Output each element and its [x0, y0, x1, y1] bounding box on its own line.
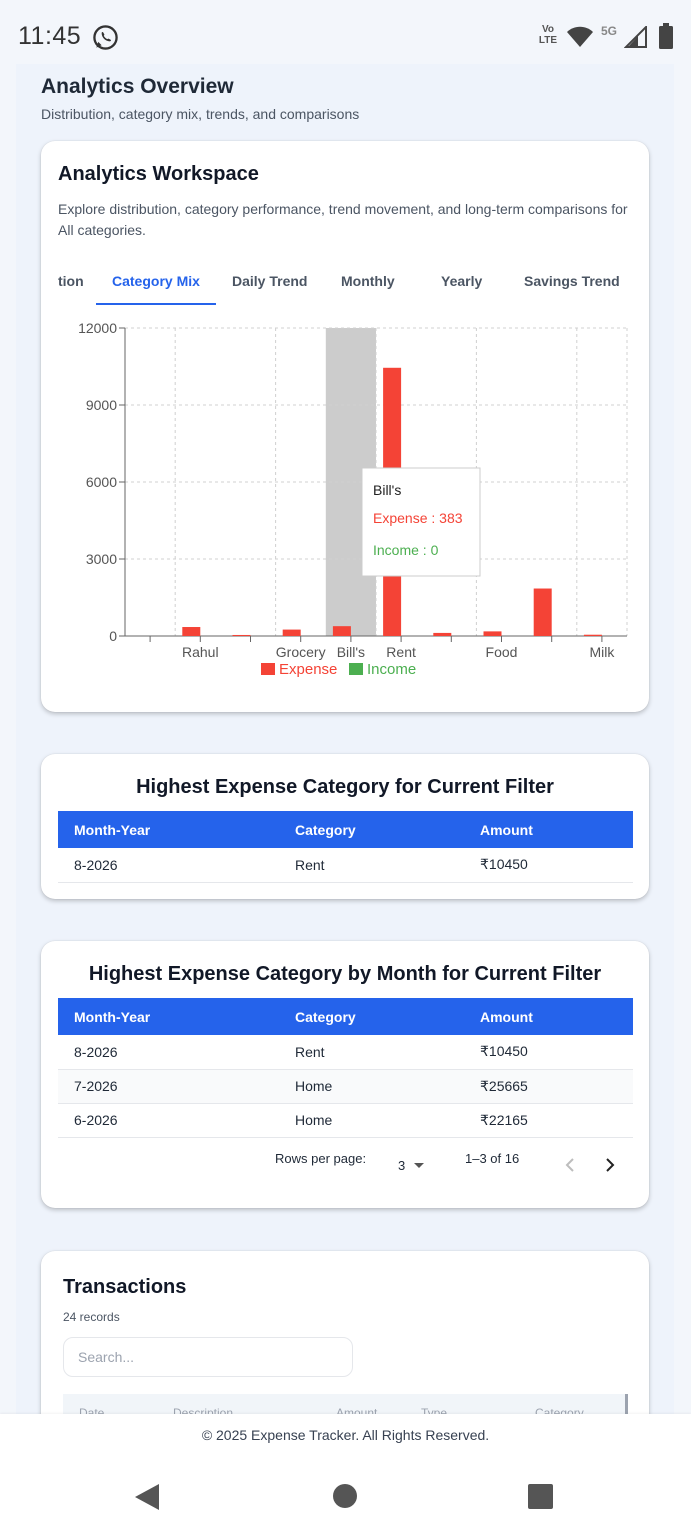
cell-month-year: 8-2026 — [58, 1035, 279, 1070]
rows-per-page-select[interactable]: 3 — [398, 1158, 406, 1173]
column-header-category: Category — [279, 998, 464, 1035]
x-tick-label: Milk — [589, 644, 615, 660]
previous-page-icon[interactable] — [563, 1157, 577, 1173]
highest-expense-card: Highest Expense Category for Current Fil… — [41, 754, 649, 899]
tab-monthly[interactable]: Monthly — [341, 273, 395, 289]
workspace-title: Analytics Workspace — [58, 163, 259, 185]
table-pagination: Rows per page: 3 1–3 of 16 — [58, 1143, 633, 1183]
table-row: 6-2026 Home ₹22165 — [58, 1103, 633, 1138]
search-input[interactable] — [63, 1337, 353, 1377]
home-icon[interactable] — [333, 1484, 357, 1508]
legend-label-income: Income — [367, 661, 416, 678]
column-header-amount: Amount — [464, 998, 633, 1035]
recent-apps-icon[interactable] — [528, 1484, 553, 1509]
highest-by-month-card: Highest Expense Category by Month for Cu… — [41, 941, 649, 1208]
pagination-range: 1–3 of 16 — [465, 1151, 520, 1166]
legend-swatch-income — [349, 663, 363, 675]
wifi-icon — [567, 26, 593, 47]
network-type: 5G — [601, 24, 618, 38]
highest-by-month-title: Highest Expense Category by Month for Cu… — [88, 963, 602, 985]
bar-expense — [433, 632, 452, 636]
cell-month-year: 7-2026 — [58, 1069, 279, 1104]
whatsapp-icon — [93, 25, 118, 50]
footer: © 2025 Expense Tracker. All Rights Reser… — [0, 1414, 691, 1456]
bar-expense — [483, 631, 502, 636]
analytics-tabs: tion Category Mix Daily Trend Monthly Ye… — [41, 261, 649, 305]
y-tick-label: 9000 — [86, 397, 117, 413]
status-time: 11:45 — [18, 22, 82, 50]
cell-amount: ₹25665 — [464, 1069, 633, 1104]
transactions-title: Transactions — [63, 1276, 187, 1298]
cell-category: Home — [279, 1069, 464, 1104]
y-tick-label: 0 — [109, 628, 117, 644]
bar-expense — [182, 627, 201, 636]
tooltip-income: Income : 0 — [373, 542, 439, 558]
volte-indicator: Vo LTE — [538, 24, 558, 46]
dropdown-caret-icon[interactable] — [414, 1163, 424, 1168]
y-tick-label: 6000 — [86, 474, 117, 490]
table-scrollbar[interactable] — [625, 1394, 628, 1416]
y-tick-label: 12000 — [78, 320, 117, 336]
active-tab-indicator — [96, 303, 216, 305]
x-tick-label: Rahul — [182, 644, 219, 660]
column-header-amount: Amount — [464, 811, 633, 848]
cell-category: Rent — [279, 848, 464, 883]
cell-category: Home — [279, 1103, 464, 1138]
status-bar: 11:45 Vo LTE 5G — [0, 0, 691, 64]
legend-swatch-expense — [261, 663, 275, 675]
analytics-workspace-card: Analytics Workspace Explore distribution… — [41, 141, 649, 712]
bar-expense — [583, 634, 602, 636]
signal-icon — [624, 26, 647, 48]
cell-month-year: 6-2026 — [58, 1103, 279, 1138]
cell-amount: ₹10450 — [464, 1035, 633, 1070]
cell-amount: ₹10450 — [464, 848, 633, 883]
table-row: 8-2026 Rent ₹10450 — [58, 848, 633, 883]
battery-icon — [659, 23, 673, 49]
page-title: Analytics Overview — [41, 75, 234, 98]
tooltip-expense: Expense : 383 — [373, 510, 463, 526]
x-tick-label: Food — [486, 644, 518, 660]
tab-category-mix[interactable]: Category Mix — [112, 273, 200, 289]
x-tick-label: Rent — [386, 644, 416, 660]
tab-distribution[interactable]: tion — [58, 273, 84, 289]
table-row: 7-2026 Home ₹25665 — [58, 1069, 633, 1104]
x-tick-label: Bill's — [337, 644, 365, 660]
workspace-description: Explore distribution, category performan… — [58, 201, 628, 238]
bar-expense — [282, 629, 301, 636]
back-icon[interactable] — [134, 1483, 160, 1511]
x-tick-label: Grocery — [276, 644, 326, 660]
tooltip-title: Bill's — [373, 482, 401, 498]
y-tick-label: 3000 — [86, 551, 117, 567]
table-row: 8-2026 Rent ₹10450 — [58, 1035, 633, 1070]
tab-savings-trend[interactable]: Savings Trend — [524, 273, 620, 289]
column-header-category: Category — [279, 811, 464, 848]
highest-expense-table: Month-Year Category Amount 8-2026 Rent ₹… — [58, 811, 633, 883]
cell-month-year: 8-2026 — [58, 848, 279, 883]
cell-amount: ₹22165 — [464, 1103, 633, 1138]
category-mix-chart[interactable]: 0 3000 6000 9000 12000 Rahul Grocery Bill's Rent… — [41, 311, 649, 691]
tab-daily-trend[interactable]: Daily Trend — [232, 273, 308, 289]
bar-expense — [533, 588, 552, 636]
next-page-icon[interactable] — [603, 1157, 617, 1173]
system-navigation-bar — [0, 1456, 691, 1536]
column-header-month-year: Month-Year — [58, 811, 279, 848]
bar-expense — [332, 626, 351, 636]
rows-per-page-label: Rows per page: — [275, 1151, 367, 1166]
column-header-month-year: Month-Year — [58, 998, 279, 1035]
tab-yearly[interactable]: Yearly — [441, 273, 483, 289]
chart-tooltip — [361, 467, 481, 577]
highest-expense-title: Highest Expense Category for Current Fil… — [136, 776, 554, 798]
bar-expense — [232, 634, 251, 636]
legend-label-expense: Expense — [279, 661, 337, 678]
transactions-count: 24 records — [63, 1310, 120, 1324]
page-subtitle: Distribution, category mix, trends, and … — [41, 106, 360, 122]
cell-category: Rent — [279, 1035, 464, 1070]
highest-by-month-table: Month-Year Category Amount 8-2026 Rent ₹… — [58, 998, 633, 1138]
